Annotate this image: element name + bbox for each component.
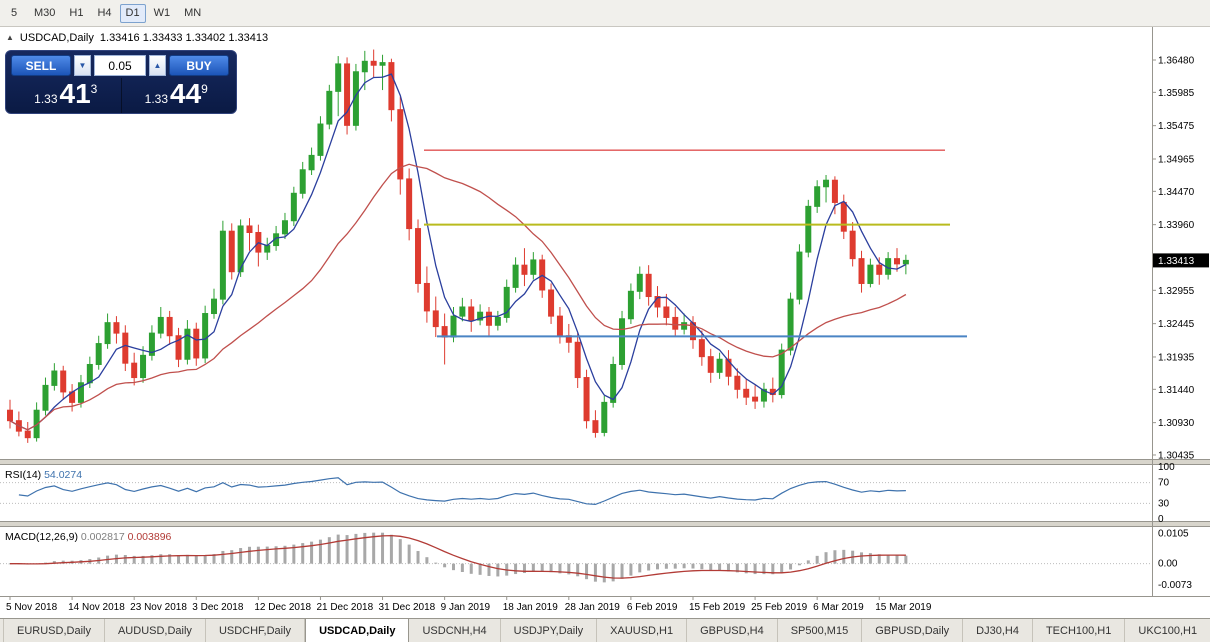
chart-tab[interactable]: XAUUSD,H1 [597, 619, 688, 642]
timeframe-button-d1[interactable]: D1 [119, 3, 146, 23]
buy-price-base: 1.33 [144, 92, 168, 106]
svg-text:15 Mar 2019: 15 Mar 2019 [875, 602, 932, 613]
price-chart-canvas[interactable]: RSI(14) 54.0274 MACD(12,26,9) 0.002817 0.… [0, 27, 1210, 618]
svg-text:31 Dec 2018: 31 Dec 2018 [379, 602, 436, 613]
svg-text:1.36480: 1.36480 [1158, 56, 1195, 67]
main-price-panel [7, 49, 967, 443]
chart-tab[interactable]: GBPUSD,H4 [687, 619, 778, 642]
svg-text:1.34470: 1.34470 [1158, 187, 1195, 198]
chart-ohlc-values: 1.33416 1.33433 1.33402 1.33413 [99, 32, 269, 44]
svg-text:23 Nov 2018: 23 Nov 2018 [130, 602, 187, 613]
chart-region[interactable]: RSI(14) 54.0274 MACD(12,26,9) 0.002817 0.… [0, 27, 1210, 618]
svg-text:6 Mar 2019: 6 Mar 2019 [813, 602, 864, 613]
svg-text:5 Nov 2018: 5 Nov 2018 [6, 602, 58, 613]
svg-text:1.32955: 1.32955 [1158, 286, 1195, 297]
macd-panel: MACD(12,26,9) 0.002817 0.003896 [0, 531, 1150, 583]
svg-text:12 Dec 2018: 12 Dec 2018 [254, 602, 311, 613]
ma-slow-line [9, 163, 907, 431]
chart-collapse-arrow-icon[interactable]: ▲ [6, 33, 14, 42]
chart-tab[interactable]: UKC100,H1 [1125, 619, 1210, 642]
rsi-line [18, 477, 906, 506]
svg-text:1.32445: 1.32445 [1158, 319, 1195, 330]
buy-price-display[interactable]: 1.33 44 9 [120, 78, 232, 113]
axes-layer: 100 70 30 0 0.0105 0.00 -0.0073 1.36480 1.35985 1… [0, 27, 1210, 613]
current-price-badge [1153, 253, 1209, 268]
svg-text:3 Dec 2018: 3 Dec 2018 [192, 602, 244, 613]
timeframe-button-h1[interactable]: H1 [69, 7, 84, 19]
chart-tab[interactable]: GBPUSD,Daily [862, 619, 964, 642]
chart-tab[interactable]: EURUSD,Daily [3, 619, 105, 642]
macd-label: MACD(12,26,9) 0.002817 0.003896 [5, 531, 172, 543]
buy-button[interactable]: BUY [169, 55, 229, 76]
volume-increase-button[interactable]: ▲ [149, 55, 166, 76]
caret-up-icon: ▲ [153, 60, 162, 70]
svg-text:1.30435: 1.30435 [1158, 450, 1195, 461]
chart-tab[interactable]: USDJPY,Daily [501, 619, 598, 642]
buy-price-pipette: 9 [201, 82, 208, 96]
sell-price-base: 1.33 [34, 92, 58, 106]
svg-text:1.31440: 1.31440 [1158, 385, 1195, 396]
candles-layer [7, 49, 909, 443]
svg-text:9 Jan 2019: 9 Jan 2019 [441, 602, 491, 613]
rsi-label: RSI(14) 54.0274 [5, 469, 82, 481]
one-click-trading-panel: SELL ▼ ▲ BUY 1.33 41 3 1.33 44 [5, 50, 237, 114]
svg-text:21 Dec 2018: 21 Dec 2018 [316, 602, 373, 613]
chart-tab[interactable]: USDCHF,Daily [206, 619, 306, 642]
chart-title: ▲ USDCAD,Daily 1.33416 1.33433 1.33402 1… [6, 32, 268, 44]
chart-tab-bar: EURUSD,Daily AUDUSD,Daily USDCHF,Daily USDC… [0, 618, 1210, 642]
ma-fast-line [9, 73, 907, 431]
svg-text:0.0105: 0.0105 [1158, 528, 1189, 539]
chart-tab[interactable]: USDCAD,Daily [305, 619, 410, 642]
chart-symbol-label: USDCAD,Daily [19, 32, 94, 44]
svg-text:100: 100 [1158, 462, 1175, 473]
sell-button[interactable]: SELL [11, 55, 71, 76]
svg-text:1.33413: 1.33413 [1158, 256, 1195, 267]
timeframe-button-w1[interactable]: W1 [153, 7, 171, 19]
sell-price-display[interactable]: 1.33 41 3 [11, 78, 121, 113]
rsi-panel: RSI(14) 54.0274 [0, 469, 1150, 506]
timeframe-button-m30[interactable]: M30 [34, 7, 56, 19]
svg-text:-0.0073: -0.0073 [1158, 580, 1192, 591]
svg-text:0: 0 [1158, 514, 1164, 525]
svg-text:28 Jan 2019: 28 Jan 2019 [565, 602, 620, 613]
volume-input[interactable] [94, 55, 146, 76]
timeframe-button-5[interactable]: 5 [10, 7, 18, 19]
svg-text:14 Nov 2018: 14 Nov 2018 [68, 602, 125, 613]
chart-tab[interactable]: USDCNH,H4 [409, 619, 501, 642]
svg-text:15 Feb 2019: 15 Feb 2019 [689, 602, 746, 613]
chart-tab[interactable]: AUDUSD,Daily [105, 619, 206, 642]
svg-text:0.00: 0.00 [1158, 559, 1178, 570]
timeframe-button-mn[interactable]: MN [184, 7, 202, 19]
svg-text:30: 30 [1158, 498, 1170, 509]
timeframe-button-h4[interactable]: H4 [97, 7, 112, 19]
svg-text:1.34965: 1.34965 [1158, 154, 1195, 165]
timeframe-toolbar: 5 M30 H1 H4 D1 W1 MN [0, 0, 1210, 27]
chart-tab[interactable]: DJ30,H4 [963, 619, 1033, 642]
sell-price-pipette: 3 [90, 82, 98, 96]
chart-tab[interactable]: SP500,M15 [778, 619, 863, 642]
chart-tab[interactable]: TECH100,H1 [1033, 619, 1126, 642]
buy-price-big-digits: 44 [170, 78, 202, 109]
macd-signal-line [10, 534, 906, 579]
svg-text:1.35475: 1.35475 [1158, 121, 1195, 132]
svg-text:6 Feb 2019: 6 Feb 2019 [627, 602, 678, 613]
svg-text:1.31935: 1.31935 [1158, 352, 1195, 363]
svg-text:70: 70 [1158, 478, 1170, 489]
caret-down-icon: ▼ [78, 60, 87, 70]
svg-text:18 Jan 2019: 18 Jan 2019 [503, 602, 558, 613]
svg-text:25 Feb 2019: 25 Feb 2019 [751, 602, 808, 613]
svg-text:1.33960: 1.33960 [1158, 220, 1195, 231]
svg-text:1.30930: 1.30930 [1158, 418, 1195, 429]
svg-text:1.35985: 1.35985 [1158, 88, 1195, 99]
sell-price-big-digits: 41 [59, 78, 91, 109]
volume-decrease-button[interactable]: ▼ [74, 55, 91, 76]
